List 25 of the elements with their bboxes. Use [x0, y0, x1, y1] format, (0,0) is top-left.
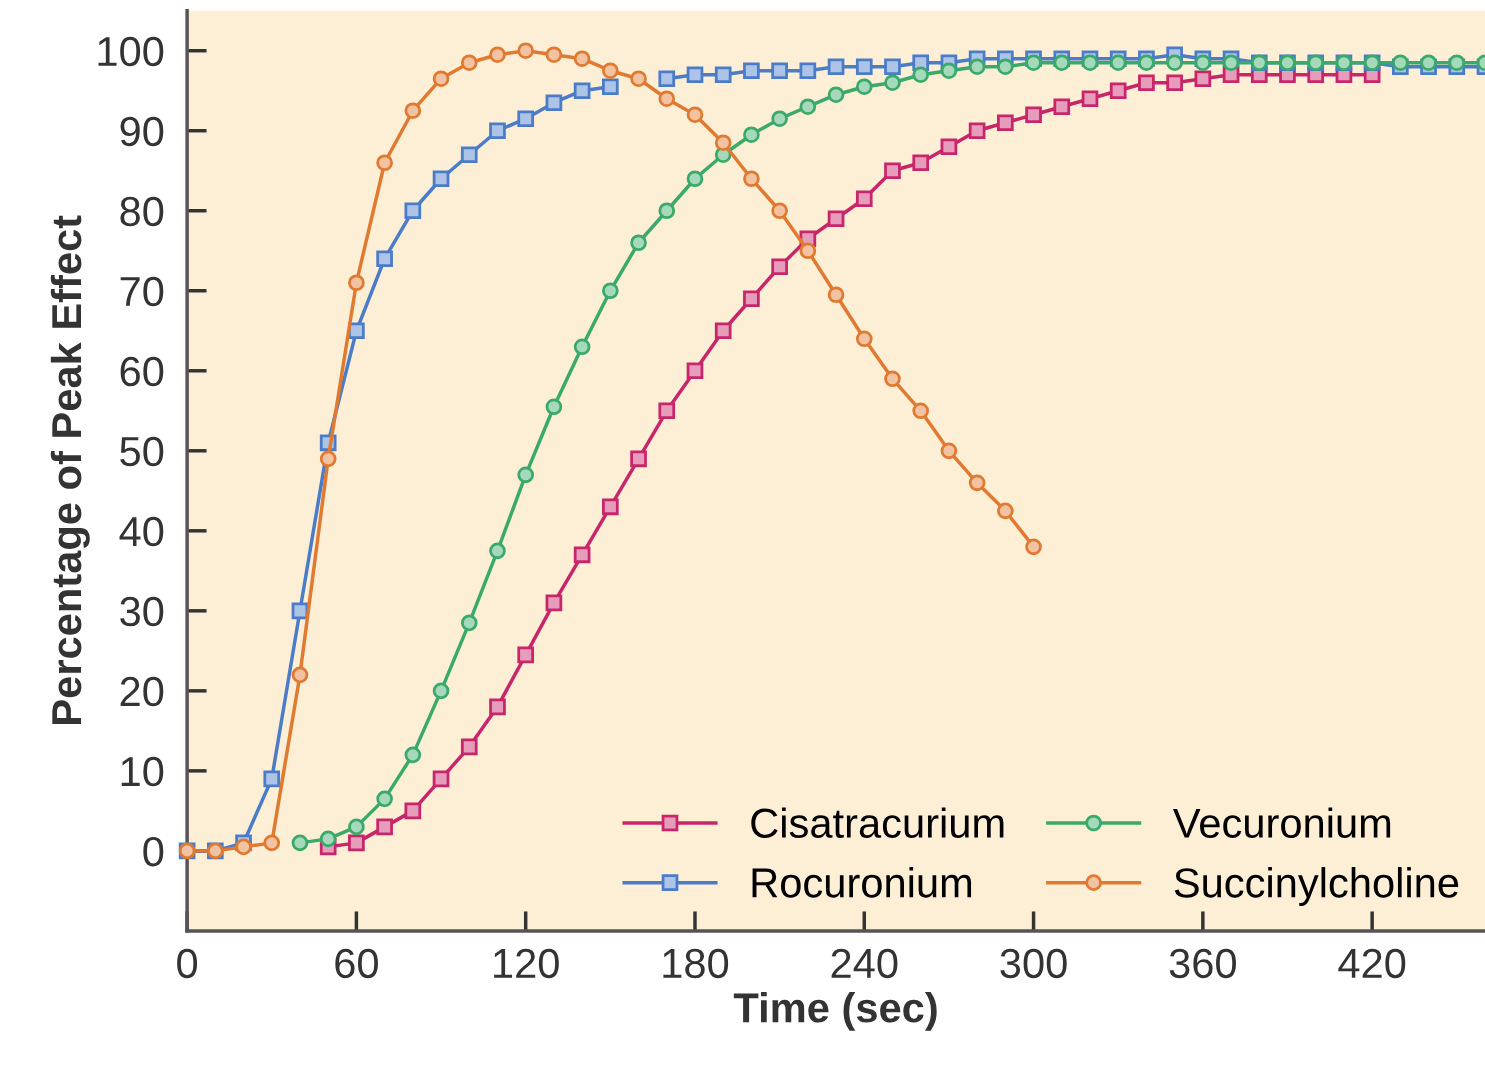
legend-label: Vecuronium: [1173, 807, 1391, 838]
x-tick-label: 60: [335, 948, 378, 979]
y-tick-label: 60: [120, 356, 164, 387]
y-tick-label: 10: [121, 756, 164, 787]
x-tick-label: 240: [831, 948, 898, 979]
x-tick-label: 0: [177, 948, 198, 979]
y-tick-label: 40: [119, 516, 164, 547]
y-tick-label: 90: [120, 116, 164, 147]
y-tick-label: 70: [120, 276, 164, 307]
y-tick-label: 20: [120, 676, 164, 707]
y-tick-label: 50: [120, 436, 164, 467]
y-tick-label: 0: [143, 836, 164, 867]
x-tick-label: 120: [494, 948, 559, 979]
x-axis-title: Time (sec): [733, 991, 937, 1031]
x-tick-label: 300: [1000, 948, 1067, 979]
x-tick-label: 180: [663, 948, 729, 979]
y-tick-label: 100: [98, 36, 164, 67]
y-tick-label: 80: [120, 196, 164, 227]
x-tick-label: 360: [1169, 948, 1236, 979]
legend-label: Rocuronium: [752, 867, 972, 898]
legend-label: Succinylcholine: [1174, 867, 1459, 906]
y-tick-label: 30: [120, 596, 164, 627]
x-tick-label: 420: [1338, 948, 1406, 979]
legend-label: Cisatracurium: [751, 807, 1004, 838]
y-axis-title: Percentage of Peak Effect: [50, 215, 90, 724]
